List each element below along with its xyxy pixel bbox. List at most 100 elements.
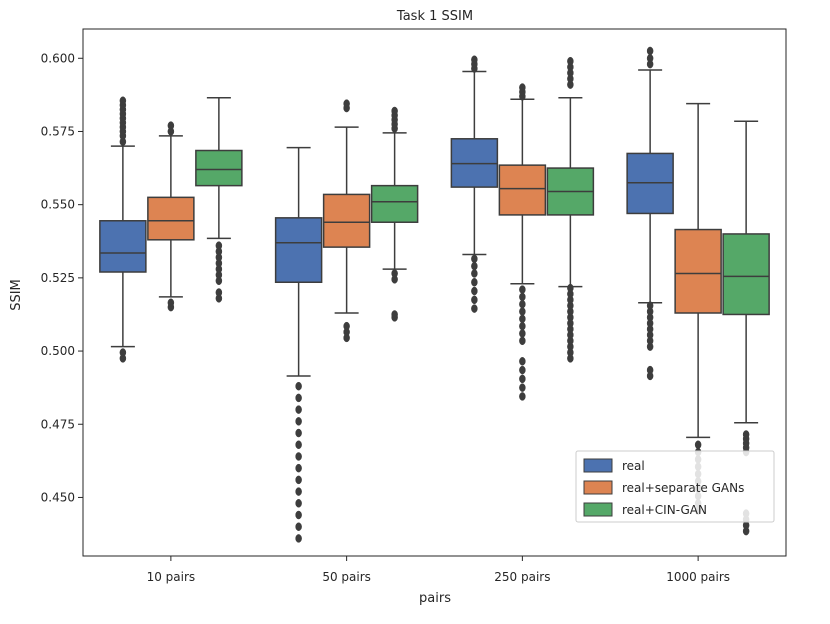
outlier-point	[567, 56, 574, 66]
x-axis-label: pairs	[419, 591, 451, 606]
outlier-point	[391, 106, 398, 116]
box-0-0	[99, 96, 147, 363]
outlier-point	[295, 452, 302, 461]
outlier-point	[519, 321, 526, 331]
outlier-point	[119, 96, 127, 105]
outlier-point	[519, 314, 526, 324]
outlier-point	[215, 288, 223, 297]
iqr-box	[322, 193, 371, 248]
x-tick-label: 50 pairs	[322, 570, 371, 584]
box-2-1	[498, 83, 547, 401]
legend-label: real+CIN-GAN	[622, 503, 707, 517]
outlier-point	[519, 307, 526, 316]
outlier-point	[471, 254, 478, 264]
iqr-box	[195, 149, 243, 187]
outlier-point	[471, 278, 478, 287]
outlier-point	[391, 310, 398, 319]
legend-frame	[575, 450, 775, 523]
box-0-2	[195, 97, 243, 303]
iqr-box	[274, 217, 323, 284]
box-0-1	[147, 121, 195, 312]
iqr-box	[674, 228, 722, 314]
iqr-box	[99, 220, 147, 273]
outlier-point	[471, 269, 478, 278]
box-3-2	[722, 120, 770, 536]
legend-swatch	[583, 480, 613, 495]
box-1-2	[370, 106, 419, 322]
x-tick-label: 1000 pairs	[666, 570, 730, 584]
y-tick-label: 0.575	[41, 124, 75, 138]
legend: real real+separate GANs real+CIN-GAN	[575, 450, 775, 523]
outlier-point	[646, 46, 654, 56]
box-2-0	[450, 55, 499, 313]
y-tick-label: 0.450	[41, 490, 75, 504]
x-tick-label: 10 pairs	[147, 570, 196, 584]
outlier-point	[567, 283, 574, 293]
outlier-point	[295, 510, 302, 520]
outlier-point	[295, 393, 302, 403]
outlier-point	[646, 54, 654, 63]
legend-label: real	[622, 459, 645, 473]
outlier-point	[519, 329, 526, 338]
outlier-point	[646, 301, 654, 310]
outlier-point	[519, 392, 526, 401]
outlier-point	[742, 430, 750, 439]
iqr-box	[498, 164, 547, 216]
box-1-1	[322, 99, 371, 343]
outlier-point	[519, 336, 526, 346]
outlier-point	[295, 487, 302, 496]
outlier-point	[471, 261, 478, 271]
outlier-point	[694, 440, 702, 449]
chart-title: Task 1 SSIM	[396, 9, 473, 24]
outlier-point	[295, 475, 302, 485]
box-2-2	[546, 56, 595, 363]
outlier-point	[471, 295, 478, 305]
outlier-point	[215, 241, 223, 250]
legend-swatch	[583, 458, 613, 473]
outlier-point	[519, 374, 526, 384]
outlier-point	[343, 99, 350, 108]
outlier-point	[167, 298, 175, 307]
outlier-point	[646, 365, 654, 375]
iqr-box	[722, 233, 770, 316]
outlier-point	[519, 365, 526, 375]
legend-label: real+separate GANs	[622, 481, 744, 495]
outlier-point	[119, 348, 127, 357]
outlier-point	[295, 428, 302, 438]
outlier-point	[519, 383, 526, 392]
outlier-point	[471, 304, 478, 313]
outlier-point	[519, 292, 526, 302]
plot-area: 0.450 0.475 0.500 0.525 0.550 0.575 0.600 10 pa…	[41, 28, 787, 584]
outlier-point	[471, 286, 478, 296]
plot-frame	[82, 28, 787, 557]
y-tick-label: 0.550	[41, 198, 75, 212]
y-tick-label: 0.500	[41, 344, 75, 358]
outlier-point	[295, 463, 302, 473]
x-tick-label: 250 pairs	[494, 570, 550, 584]
outlier-point	[519, 285, 526, 294]
y-tick-label: 0.525	[41, 271, 75, 285]
outlier-point	[519, 299, 526, 309]
outlier-point	[295, 405, 302, 414]
outlier-point	[471, 55, 478, 64]
outlier-point	[519, 357, 526, 366]
box-1-0	[274, 146, 323, 543]
iqr-box	[147, 196, 195, 241]
y-axis-label: SSIM	[9, 279, 24, 311]
box-3-0	[626, 46, 674, 381]
y-tick-label: 0.600	[41, 51, 75, 65]
outlier-point	[295, 534, 302, 543]
outlier-point	[519, 83, 526, 92]
outlier-point	[295, 499, 302, 508]
outlier-point	[167, 121, 175, 130]
outlier-point	[295, 417, 302, 426]
outlier-point	[295, 381, 302, 391]
iqr-box	[370, 184, 419, 223]
outlier-point	[295, 440, 302, 449]
y-tick-label: 0.475	[41, 417, 75, 431]
outlier-point	[391, 269, 398, 278]
legend-swatch	[583, 502, 613, 517]
outlier-point	[343, 321, 350, 331]
outlier-point	[295, 522, 302, 531]
